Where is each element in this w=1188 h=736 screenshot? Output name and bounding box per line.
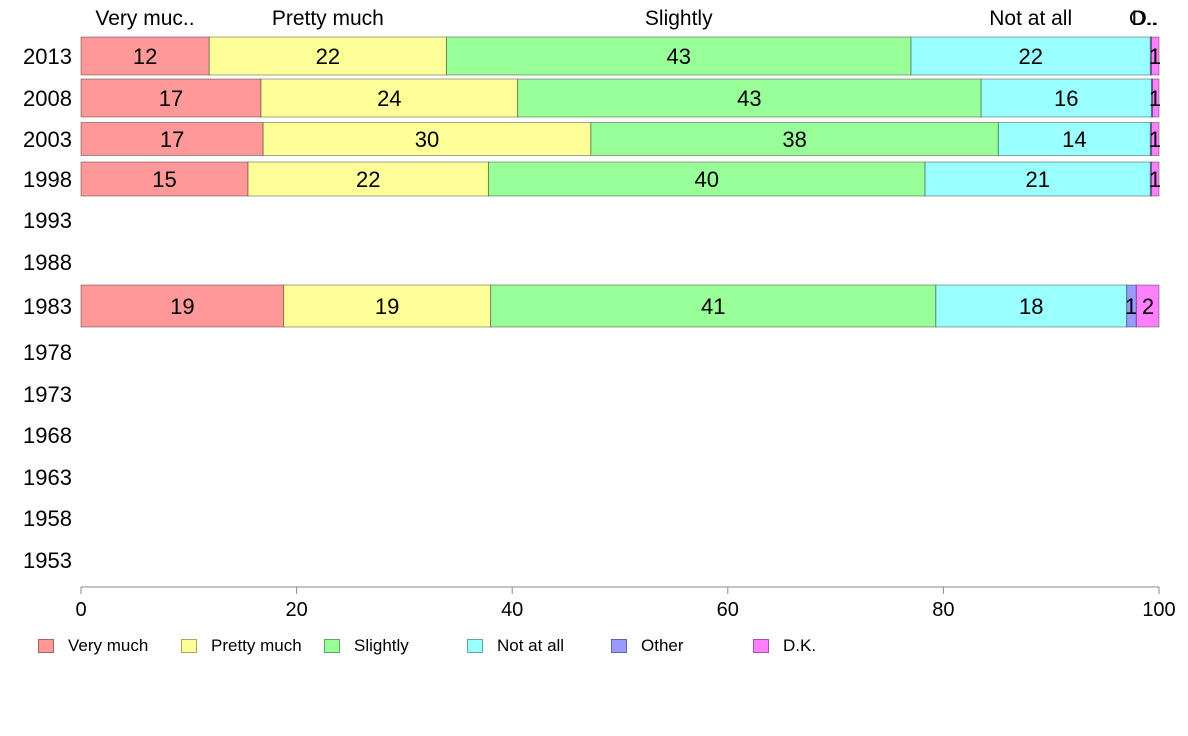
- legend-label: Very much: [68, 636, 149, 655]
- bar-segment: [1150, 122, 1160, 156]
- bar-value-label: 30: [415, 127, 439, 152]
- bar-value-label: 22: [1018, 44, 1042, 69]
- stacked-bar-chart: Very muc.. Pretty much Slightly Not at all O…: [23, 7, 1176, 621]
- bar-value-label: 22: [356, 167, 380, 192]
- legend-swatch: [181, 639, 197, 653]
- bar-value-label: 17: [160, 127, 184, 152]
- year-label: 2008: [23, 86, 72, 111]
- legend-label: D.K.: [783, 636, 817, 655]
- year-label: 1993: [23, 208, 72, 233]
- top-label: Not at all: [989, 7, 1072, 30]
- bar-value-label: 38: [782, 127, 806, 152]
- top-label: Very muc..: [95, 7, 194, 30]
- bar-segment: [262, 122, 592, 156]
- year-label: 1953: [23, 548, 72, 573]
- year-label: 1968: [23, 423, 72, 448]
- bar-segment: [80, 122, 264, 156]
- legend-item: Pretty much: [181, 636, 302, 656]
- year-label: 2013: [23, 44, 72, 69]
- legend-item: Not at all: [467, 636, 564, 656]
- legend-label: Other: [641, 636, 684, 655]
- bar-segment: [1150, 36, 1160, 76]
- bar-segment: [490, 284, 937, 328]
- year-label: 1978: [23, 340, 72, 365]
- bar-value-label: 16: [1054, 86, 1078, 111]
- x-tick-label: 100: [1142, 599, 1175, 621]
- top-label: Pretty much: [272, 7, 384, 30]
- bar-segment: [283, 284, 492, 328]
- bar-value-label: 19: [375, 294, 399, 319]
- bar-segment: [80, 78, 262, 118]
- year-label: 1973: [23, 382, 72, 407]
- top-label: Slightly: [645, 7, 713, 30]
- bar-segment: [1150, 161, 1160, 197]
- legend-swatch: [611, 639, 627, 653]
- bar-segment: [590, 122, 999, 156]
- legend-label: Slightly: [354, 636, 409, 655]
- x-tick-label: 20: [285, 599, 307, 621]
- bar-value-label: 12: [133, 44, 157, 69]
- bar-segment: [1135, 284, 1160, 328]
- bar-segment: [487, 161, 926, 197]
- bar-segment: [208, 36, 447, 76]
- x-tick-label: 0: [75, 599, 86, 621]
- x-tick-label: 80: [932, 599, 954, 621]
- bar-value-label: 43: [737, 86, 761, 111]
- bar-segment: [80, 161, 249, 197]
- top-label: D..: [1132, 7, 1159, 30]
- year-label: 1988: [23, 250, 72, 275]
- x-tick-label: 40: [501, 599, 523, 621]
- bar-segment: [260, 78, 519, 118]
- bar-value-label: 40: [695, 167, 719, 192]
- legend-item: D.K.: [753, 636, 816, 656]
- legend-item: Slightly: [324, 636, 409, 656]
- legend-item: Very much: [38, 636, 148, 656]
- year-label: 1998: [23, 167, 72, 192]
- bar-segment: [517, 78, 982, 118]
- bar-segment: [997, 122, 1151, 156]
- legend-label: Not at all: [497, 636, 565, 655]
- legend-swatch: [467, 639, 483, 653]
- year-label: 1963: [23, 465, 72, 490]
- year-label: 2003: [23, 127, 72, 152]
- x-tick-label: 60: [717, 599, 739, 621]
- bar-value-label: 17: [159, 86, 183, 111]
- bar-segment: [1152, 78, 1160, 118]
- bar-segment: [247, 161, 489, 197]
- legend-swatch: [38, 639, 54, 653]
- bar-value-label: 1: [1125, 294, 1137, 319]
- bar-value-label: 2: [1142, 294, 1154, 319]
- bar-segment: [924, 161, 1151, 197]
- bar-segment: [80, 284, 285, 328]
- legend-swatch: [324, 639, 340, 653]
- bar-value-label: 1: [1149, 167, 1161, 192]
- bar-value-label: 1: [1149, 127, 1161, 152]
- bar-value-label: 22: [316, 44, 340, 69]
- bar-value-label: 24: [377, 86, 401, 111]
- bar-value-label: 41: [701, 294, 725, 319]
- legend-item: Other: [611, 636, 684, 656]
- year-label: 1983: [23, 294, 72, 319]
- bar-value-label: 43: [667, 44, 691, 69]
- legend-swatch: [753, 639, 769, 653]
- top-label: O..: [1129, 7, 1157, 30]
- bar-value-label: 14: [1062, 127, 1086, 152]
- bar-value-label: 18: [1019, 294, 1043, 319]
- bar-value-label: 15: [152, 167, 176, 192]
- bar-value-label: 1: [1149, 86, 1161, 111]
- bar-value-label: 21: [1025, 167, 1049, 192]
- bar-value-label: 19: [170, 294, 194, 319]
- bar-value-label: 1: [1149, 44, 1161, 69]
- chart-legend: Very much Pretty much Slightly Not at all Ot…: [0, 636, 1188, 664]
- year-label: 1958: [23, 506, 72, 531]
- legend-label: Pretty much: [211, 636, 302, 655]
- bar-segment: [935, 284, 1128, 328]
